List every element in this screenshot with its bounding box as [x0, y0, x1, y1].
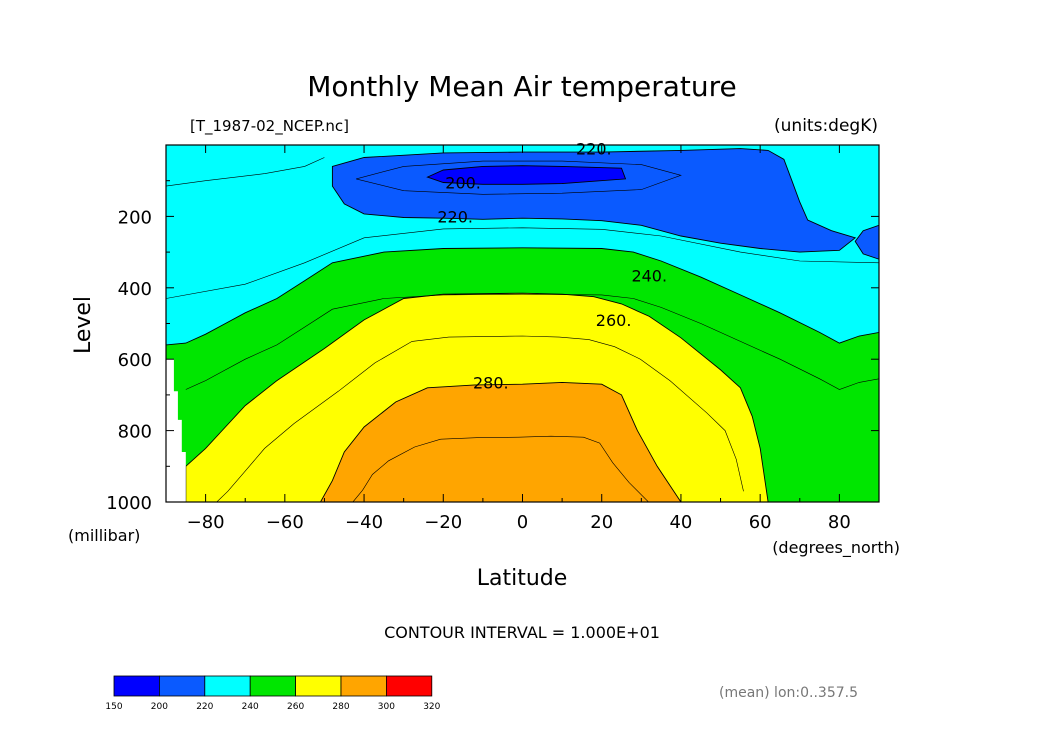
- isoline-230: [166, 227, 879, 299]
- contour-labels: 220. 200. 220. 240. 260. 280.: [437, 140, 667, 393]
- x-tick-label-1: −60: [266, 512, 304, 533]
- x-tick-label-2: −40: [345, 512, 383, 533]
- filled-contour-regions: [166, 145, 879, 502]
- units-label: (units:degK): [774, 116, 878, 136]
- x-tick-label-8: 80: [828, 512, 851, 533]
- legend-label-5: 280: [332, 702, 349, 712]
- x-tick-label-7: 60: [749, 512, 772, 533]
- contour-lines: [166, 157, 879, 502]
- y-tick-label-0: 200: [118, 207, 152, 228]
- x-tick-label-0: −80: [187, 512, 225, 533]
- color-legend: 150 200 220 240 260 280 300 320: [105, 675, 441, 712]
- footer-mean-label: (mean) lon:0..357.5: [719, 685, 858, 701]
- isoline-210: [356, 160, 682, 195]
- legend-swatch-5: [340, 675, 387, 697]
- legend-label-6: 300: [378, 702, 395, 712]
- legend-swatch-6: [385, 675, 433, 697]
- y-axis-ticks: 200 400 600 800 1000: [106, 180, 879, 514]
- legend-label-7: 320: [423, 702, 440, 712]
- legend-swatch-3: [249, 675, 296, 697]
- contour-label-1: 200.: [445, 173, 481, 192]
- missing-data-area: [166, 359, 186, 502]
- legend-label-0: 150: [105, 702, 122, 712]
- x-axis-title: Latitude: [477, 566, 568, 591]
- chart-title: Monthly Mean Air temperature: [307, 70, 737, 103]
- isoline-290: [352, 435, 649, 502]
- contour-region-200-220-5: [854, 224, 879, 260]
- x-tick-label-6: 40: [669, 512, 692, 533]
- y-tick-label-4: 1000: [106, 493, 152, 514]
- legend-swatch-4: [295, 675, 342, 697]
- contour-label-5: 280.: [473, 373, 509, 392]
- isoline-250: [185, 293, 879, 390]
- legend-swatch-0: [113, 675, 160, 697]
- contour-region-190-200-6: [426, 165, 627, 185]
- legend-label-2: 220: [196, 702, 213, 712]
- isoline-270: [216, 335, 744, 502]
- legend-label-3: 240: [242, 702, 259, 712]
- contour-label-2: 220.: [437, 207, 473, 226]
- source-file-label: [T_1987-02_NCEP.nc]: [190, 117, 349, 136]
- y-tick-label-2: 600: [118, 350, 152, 371]
- missing-data-stairs: [166, 359, 186, 502]
- isoline-220-west: [166, 157, 325, 187]
- contour-label-3: 240.: [631, 266, 667, 285]
- legend-label-1: 200: [151, 702, 168, 712]
- contour-region-280-290-3: [319, 381, 682, 502]
- y-units-label: (millibar): [68, 526, 140, 545]
- x-tick-label-3: −20: [424, 512, 462, 533]
- x-axis-ticks: −80 −60 −40 −20 0 20 40 60 80: [165, 145, 880, 533]
- contour-interval-text: CONTOUR INTERVAL = 1.000E+01: [384, 623, 660, 642]
- x-tick-label-4: 0: [517, 512, 528, 533]
- legend-swatch-2: [204, 675, 251, 697]
- x-tick-label-5: 20: [590, 512, 613, 533]
- legend-swatch-1: [158, 675, 206, 697]
- y-tick-label-3: 800: [118, 422, 152, 443]
- x-units-label: (degrees_north): [772, 538, 900, 558]
- contour-label-4: 260.: [596, 311, 632, 330]
- legend-label-4: 260: [287, 702, 304, 712]
- y-axis-title: Level: [71, 296, 96, 354]
- contour-label-0: 220.: [576, 140, 612, 159]
- y-tick-label-1: 400: [118, 279, 152, 300]
